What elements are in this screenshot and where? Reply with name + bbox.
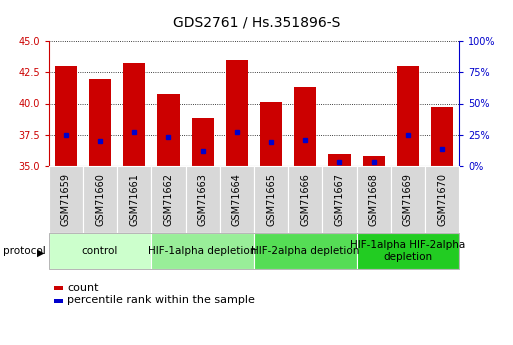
Bar	[294, 87, 317, 166]
Text: percentile rank within the sample: percentile rank within the sample	[67, 296, 255, 305]
Text: GSM71666: GSM71666	[300, 173, 310, 226]
Text: GDS2761 / Hs.351896-S: GDS2761 / Hs.351896-S	[173, 16, 340, 30]
Bar	[260, 102, 282, 166]
Bar	[431, 107, 453, 166]
Text: GSM71669: GSM71669	[403, 173, 413, 226]
Text: protocol: protocol	[3, 246, 45, 256]
Text: GSM71660: GSM71660	[95, 173, 105, 226]
Bar	[191, 118, 214, 166]
Text: GSM71661: GSM71661	[129, 173, 139, 226]
Text: HIF-2alpha depletion: HIF-2alpha depletion	[251, 246, 360, 256]
Text: HIF-1alpha depletion: HIF-1alpha depletion	[148, 246, 257, 256]
Text: GSM71665: GSM71665	[266, 173, 276, 226]
Text: GSM71659: GSM71659	[61, 173, 71, 226]
Bar	[328, 155, 350, 166]
Bar	[157, 93, 180, 166]
Text: GSM71662: GSM71662	[164, 173, 173, 226]
Text: HIF-1alpha HIF-2alpha
depletion: HIF-1alpha HIF-2alpha depletion	[350, 240, 465, 262]
Bar	[226, 60, 248, 166]
Bar	[89, 79, 111, 166]
Text: GSM71663: GSM71663	[198, 173, 208, 226]
Bar	[397, 66, 419, 166]
Text: GSM71668: GSM71668	[369, 173, 379, 226]
Bar	[363, 156, 385, 166]
Text: GSM71667: GSM71667	[334, 173, 344, 226]
Bar	[55, 66, 77, 166]
Bar	[123, 62, 145, 166]
Text: control: control	[82, 246, 118, 256]
Text: GSM71664: GSM71664	[232, 173, 242, 226]
Text: count: count	[67, 283, 98, 293]
Text: GSM71670: GSM71670	[437, 173, 447, 226]
Text: ▶: ▶	[37, 247, 45, 257]
